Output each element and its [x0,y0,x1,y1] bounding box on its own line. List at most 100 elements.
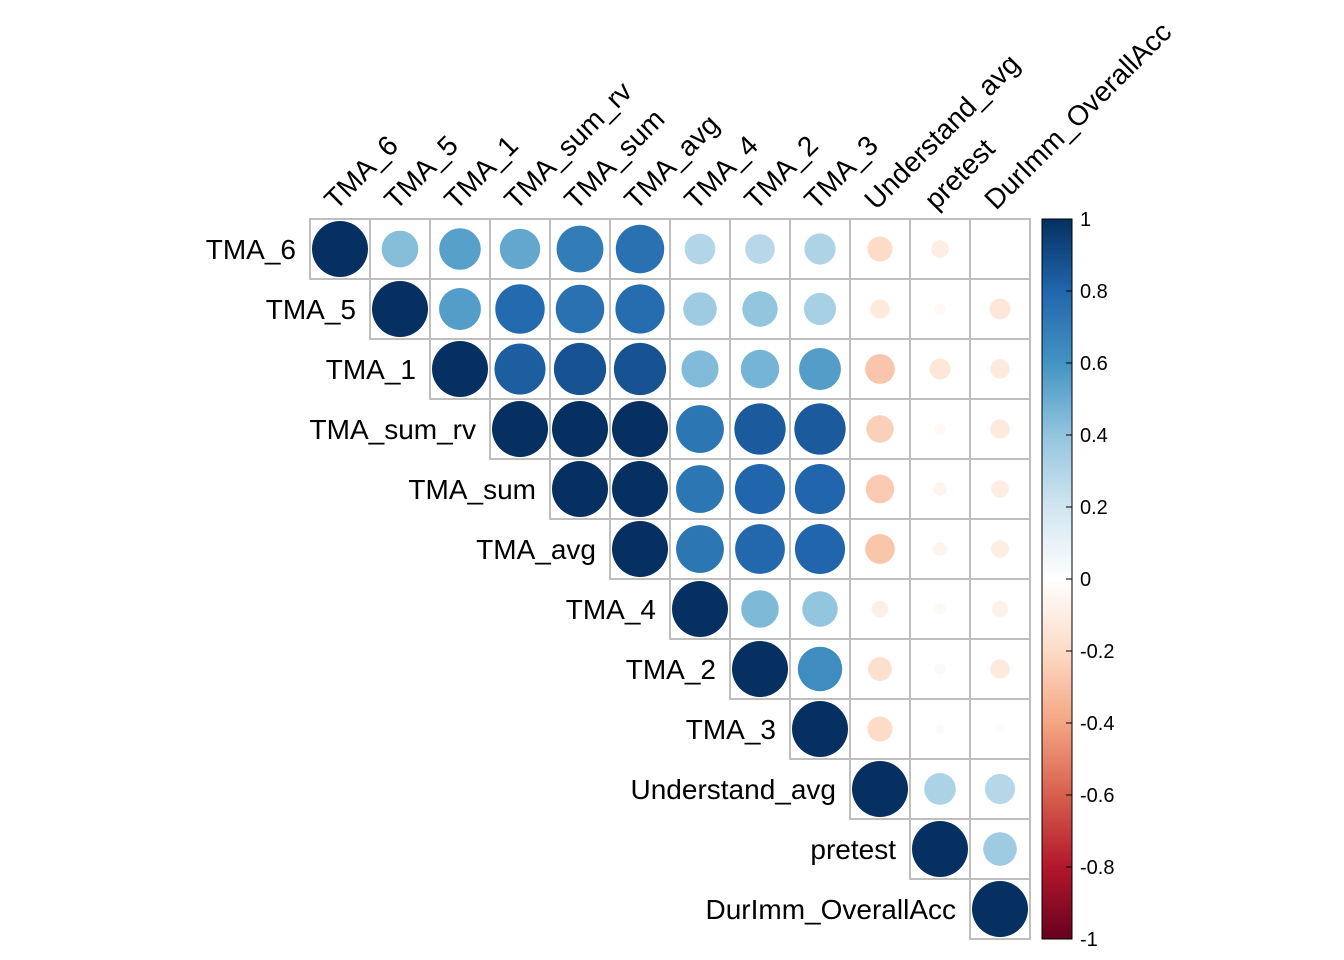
matrix-cell [849,338,911,400]
matrix-cell [909,578,971,640]
correlation-circle [552,461,608,517]
matrix-cell [609,518,671,580]
matrix-cell [909,458,971,520]
correlation-circle [439,288,481,330]
correlation-circle [865,534,895,564]
matrix-cell [969,638,1031,700]
matrix-cell [969,338,1031,400]
row-label: TMA_sum_rv [310,414,476,445]
matrix-cell [849,578,911,640]
matrix-cell [729,518,791,580]
correlation-circle [934,303,946,315]
matrix-cell [969,218,1031,280]
matrix-cell [969,458,1031,520]
matrix-cell [969,818,1031,880]
row-label: TMA_avg [476,534,596,565]
correlation-circle [676,525,724,573]
correlation-circle [804,233,836,265]
matrix-cell [969,758,1031,820]
matrix-cell [669,578,731,640]
colorbar-tick-label: -0.6 [1080,785,1114,807]
colorbar-tick-label: 0.4 [1080,425,1108,447]
matrix-cell [909,638,971,700]
matrix-cell [789,578,851,640]
correlation-circle [991,480,1009,498]
matrix-cell [489,278,551,340]
column-label: DurImm_OverallAcc [978,16,1177,215]
correlation-circle [555,284,605,334]
correlation-circle [797,646,843,692]
row-label: TMA_6 [206,234,296,265]
correlation-circle [735,524,785,574]
matrix-cell [669,458,731,520]
matrix-cell [669,398,731,460]
correlation-circle [439,228,481,270]
matrix-cell [729,638,791,700]
matrix-cell [789,638,851,700]
matrix-cell [609,218,671,280]
correlation-circle [866,415,894,443]
row-label: TMA_sum [408,474,536,505]
correlation-circle [734,403,786,455]
correlation-circle [676,465,724,513]
row-label: TMA_1 [326,354,416,385]
correlation-circle [556,225,604,273]
matrix-cell [789,338,851,400]
correlation-circle [799,348,841,390]
matrix-cell [729,578,791,640]
matrix-cell [309,218,371,280]
correlation-circle [732,641,788,697]
matrix-cell [729,398,791,460]
row-label: TMA_2 [626,654,716,685]
row-label: Understand_avg [631,774,836,805]
correlation-circle [672,581,728,637]
row-labels: TMA_6 TMA_5 TMA_1 TMA_sum_rv TMA_sum TMA_avg T… [206,234,956,925]
correlation-circle [933,482,947,496]
matrix-cell [729,458,791,520]
matrix-cell [789,398,851,460]
matrix-cell [849,638,911,700]
matrix-cell [909,398,971,460]
correlation-circle [681,350,719,388]
row-label: TMA_5 [266,294,356,325]
correlation-circle [867,716,893,742]
matrix-cell [969,698,1031,760]
correlation-circle [742,291,778,327]
correlation-circle [312,221,368,277]
correlation-circle [868,657,892,681]
matrix-cells [309,218,1031,940]
matrix-cell [969,398,1031,460]
matrix-cell [669,278,731,340]
correlation-circle [929,358,951,380]
matrix-cell [669,218,731,280]
matrix-cell [489,218,551,280]
row-label: TMA_3 [686,714,776,745]
correlation-circle [432,341,488,397]
correlation-circle [865,474,895,504]
matrix-cell [909,518,971,580]
correlation-circle [794,463,846,515]
matrix-cell [909,338,971,400]
correlation-circle [984,773,1016,805]
matrix-cell [849,398,911,460]
matrix-cell [789,458,851,520]
matrix-cell [789,278,851,340]
correlation-circle [870,299,890,319]
correlation-circle [683,292,717,326]
matrix-cell [849,758,911,820]
matrix-cell [609,338,671,400]
colorbar-tick-label: -0.4 [1080,713,1114,735]
correlation-circle [740,349,780,389]
colorbar-tick-label: 0.8 [1080,281,1108,303]
correlation-circle [996,725,1004,733]
matrix-cell [489,338,551,400]
correlation-circle [983,832,1017,866]
matrix-cell [609,398,671,460]
matrix-cell [849,698,911,760]
correlation-circle [992,601,1008,617]
matrix-cell [429,218,491,280]
correlation-circle [734,463,786,515]
correlation-circle [612,521,668,577]
matrix-cell [969,878,1031,940]
